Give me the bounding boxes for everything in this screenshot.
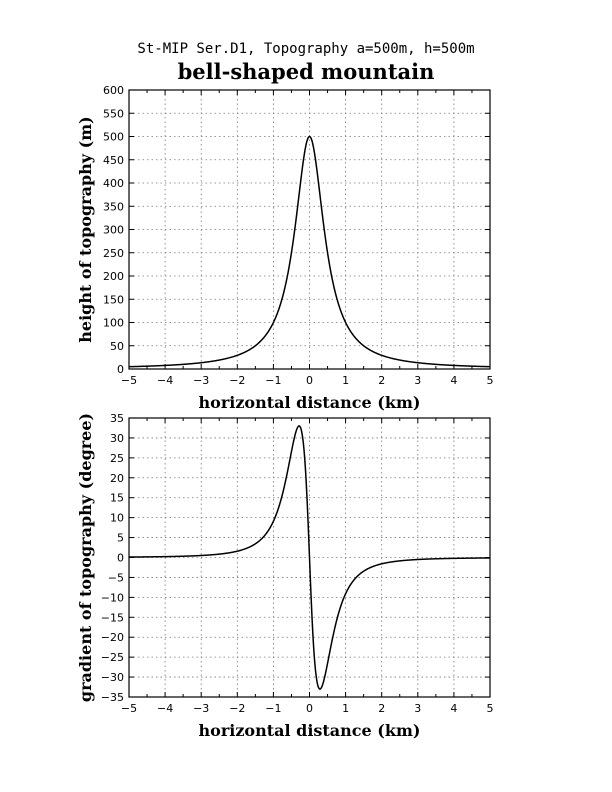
series-line [129,425,490,690]
y-axis-label: gradient of topography (degree) [76,413,95,702]
y-tick-label: 250 [103,247,124,260]
y-tick-label: 150 [103,293,124,306]
x-tick-label: 4 [450,702,457,715]
x-tick-label: 1 [342,374,349,387]
panel-1: −5 −4 −3 −2 −1 0 1 2 3 4 5050100150200250300350400… [76,84,494,412]
y-tick-label: 20 [110,472,124,485]
x-tick-label: −3 [193,374,209,387]
x-tick-label: 0 [306,702,313,715]
x-axis-label: horizontal distance (km) [199,393,421,412]
y-tick-label: 350 [103,200,124,213]
x-tick-label: 5 [487,374,494,387]
figure-suptitle: St-MIP Ser.D1, Topography a=500m, h=500m [137,41,475,57]
y-tick-label: 50 [110,340,124,353]
y-tick-label: 10 [110,512,124,525]
x-tick-label: 2 [378,374,385,387]
x-tick-label: −4 [157,702,173,715]
x-tick-label: −5 [121,702,137,715]
y-tick-label: 30 [110,432,124,445]
y-tick-label: 35 [110,412,124,425]
x-tick-label: 4 [450,374,457,387]
x-tick-label: −4 [157,374,173,387]
x-tick-label: 3 [414,374,421,387]
x-tick-label: −1 [265,374,281,387]
y-tick-label: 300 [103,224,124,237]
y-tick-label: 550 [103,107,124,120]
y-tick-label: 15 [110,492,124,505]
y-tick-label: 100 [103,317,124,330]
y-tick-label: 400 [103,177,124,190]
x-tick-label: 1 [342,702,349,715]
x-tick-label: −1 [265,702,281,715]
y-tick-label: 500 [103,131,124,144]
panel-2: −5 −4 −3 −2 −1 0 1 2 3 4 535302520151050−5−10−15−2… [76,412,494,740]
x-tick-label: 2 [378,702,385,715]
y-tick-label: 5 [117,532,124,545]
x-tick-label: 5 [487,702,494,715]
series-line [128,135,491,368]
y-tick-label: −25 [101,651,124,664]
y-tick-label: −15 [101,611,124,624]
y-tick-label: −35 [101,691,124,704]
y-tick-label: −30 [101,671,124,684]
y-tick-label: 450 [103,154,124,167]
x-tick-label: 0 [306,374,313,387]
x-axis-label: horizontal distance (km) [199,721,421,740]
x-tick-label: −2 [229,702,245,715]
y-tick-label: −5 [108,571,124,584]
x-tick-label: 3 [414,702,421,715]
x-tick-label: −3 [193,702,209,715]
x-tick-label: −5 [121,374,137,387]
y-tick-label: 0 [117,552,124,565]
y-tick-label: −10 [101,591,124,604]
y-tick-label: 600 [103,84,124,97]
figure-title: bell-shaped mountain [177,59,435,84]
y-tick-label: 25 [110,452,124,465]
y-tick-label: 0 [117,363,124,376]
x-tick-label: −2 [229,374,245,387]
y-tick-label: −20 [101,631,124,644]
y-axis-label: height of topography (m) [76,116,95,342]
y-tick-label: 200 [103,270,124,283]
